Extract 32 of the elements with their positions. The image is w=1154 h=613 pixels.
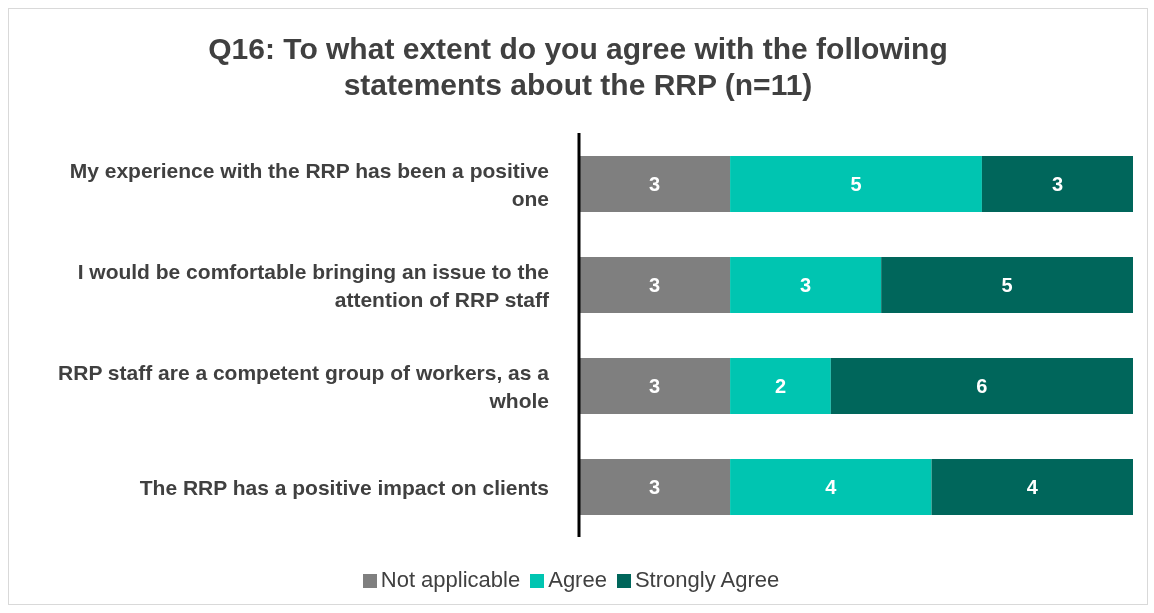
data-label: 2 bbox=[774, 375, 787, 398]
legend-label: Not applicable bbox=[380, 567, 521, 592]
y-tick-label: The RRP has a positive impact on clients bbox=[139, 475, 549, 498]
bar bbox=[830, 358, 1133, 414]
data-label: 4 bbox=[1026, 476, 1039, 499]
bar bbox=[579, 459, 731, 515]
legend-label: Strongly Agree bbox=[634, 567, 780, 592]
data-label: 3 bbox=[800, 274, 812, 297]
data-label: 3 bbox=[648, 173, 661, 196]
y-tick-label: I would be comfortable bringing an issue to the attention of RRP staff bbox=[77, 259, 550, 310]
data-label: 5 bbox=[1001, 274, 1013, 297]
y-tick-label: RRP staff are a competent group of workers, as a whole bbox=[58, 360, 550, 411]
data-label: 3 bbox=[1051, 173, 1064, 196]
bar bbox=[881, 257, 1133, 313]
bar bbox=[579, 156, 731, 212]
bar bbox=[931, 459, 1133, 515]
bar bbox=[579, 358, 731, 414]
bar bbox=[730, 358, 831, 414]
data-label: 5 bbox=[850, 173, 862, 196]
legend-label: Agree bbox=[548, 567, 607, 592]
bar bbox=[981, 156, 1133, 212]
chart-title: Q16: To what extent do you agree with the following statements about the RRP (n=11) bbox=[207, 31, 949, 103]
data-label: 3 bbox=[648, 274, 661, 297]
data-label: 6 bbox=[976, 375, 988, 398]
bar bbox=[579, 257, 731, 313]
y-tick-label: My experience with the RRP has been a positive one bbox=[69, 158, 549, 209]
data-label: 3 bbox=[648, 375, 661, 398]
data-label: 4 bbox=[825, 476, 838, 499]
bar bbox=[730, 459, 932, 515]
bar bbox=[730, 257, 882, 313]
data-label: 3 bbox=[648, 476, 661, 499]
bar bbox=[730, 156, 982, 212]
